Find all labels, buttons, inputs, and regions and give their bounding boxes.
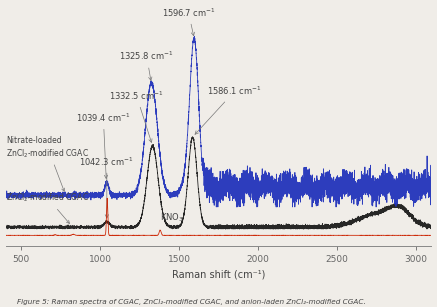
Text: 1596.7 cm$^{-1}$: 1596.7 cm$^{-1}$ [162, 6, 215, 36]
Text: KNO$_3$: KNO$_3$ [160, 212, 184, 224]
Text: 1586.1 cm$^{-1}$: 1586.1 cm$^{-1}$ [195, 85, 262, 134]
Text: 1332.5 cm$^{-1}$: 1332.5 cm$^{-1}$ [109, 89, 164, 142]
Text: 1039.4 cm$^{-1}$: 1039.4 cm$^{-1}$ [76, 111, 131, 178]
Text: 1042.3 cm$^{-1}$: 1042.3 cm$^{-1}$ [80, 155, 134, 218]
Text: Nitrate-loaded
ZnCl$_2$-modified CGAC: Nitrate-loaded ZnCl$_2$-modified CGAC [7, 136, 89, 191]
Text: Figure 5: Raman spectra of CGAC, ZnCl₂-modified CGAC, and anion-laden ZnCl₂-modi: Figure 5: Raman spectra of CGAC, ZnCl₂-m… [17, 299, 366, 305]
Text: ZnCl$_2$-modified CGAC: ZnCl$_2$-modified CGAC [7, 192, 89, 223]
X-axis label: Raman shift (cm⁻¹): Raman shift (cm⁻¹) [172, 270, 265, 280]
Text: 1325.8 cm$^{-1}$: 1325.8 cm$^{-1}$ [119, 50, 174, 80]
